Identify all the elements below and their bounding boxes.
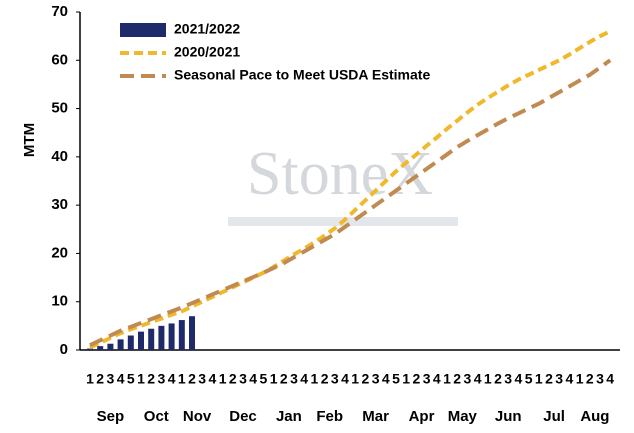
month-label: Sep [97, 408, 125, 425]
y-axis-label: MTM [21, 123, 38, 157]
legend-label: 2020/2021 [174, 44, 240, 60]
y-tick-label: 60 [51, 51, 68, 68]
x-tick-label: 4 [341, 371, 349, 387]
x-tick-label: 1 [137, 371, 145, 387]
x-tick-label: 2 [321, 371, 329, 387]
x-tick-label: 3 [423, 371, 431, 387]
bar [97, 346, 104, 350]
x-tick-label: 2 [280, 371, 288, 387]
y-tick-label: 30 [51, 196, 68, 213]
x-tick-label: 1 [178, 371, 186, 387]
x-tick-label: 4 [474, 371, 482, 387]
x-tick-label: 3 [331, 371, 339, 387]
x-tick-label: 2 [229, 371, 237, 387]
x-tick-label: 2 [188, 371, 196, 387]
x-tick-label: 1 [402, 371, 410, 387]
x-tick-label: 3 [504, 371, 512, 387]
legend-label: Seasonal Pace to Meet USDA Estimate [174, 67, 430, 83]
watermark: StoneX [247, 140, 433, 208]
x-tick-label: 4 [249, 371, 257, 387]
month-label: Apr [409, 408, 435, 425]
month-label: Dec [229, 408, 257, 425]
x-tick-label: 2 [586, 371, 594, 387]
y-tick-label: 0 [60, 341, 68, 358]
y-tick-label: 70 [51, 3, 68, 20]
x-tick-label: 1 [576, 371, 584, 387]
x-tick-label: 3 [290, 371, 298, 387]
month-label: Oct [144, 408, 169, 425]
x-tick-label: 3 [596, 371, 604, 387]
month-label: Nov [183, 408, 212, 425]
bar [158, 325, 165, 350]
x-tick-label: 4 [515, 371, 523, 387]
x-tick-label: 3 [158, 371, 166, 387]
x-tick-label: 2 [545, 371, 553, 387]
month-label: Aug [580, 408, 609, 425]
month-label: Jun [495, 408, 522, 425]
x-tick-label: 3 [555, 371, 563, 387]
bar [168, 323, 175, 350]
x-tick-label: 4 [382, 371, 390, 387]
x-tick-label: 4 [209, 371, 217, 387]
x-tick-label: 3 [464, 371, 472, 387]
x-tick-label: 2 [413, 371, 421, 387]
line [89, 58, 612, 347]
y-tick-label: 20 [51, 244, 68, 261]
x-tick-label: 4 [566, 371, 574, 387]
legend-swatch [120, 23, 166, 37]
x-tick-label: 1 [270, 371, 278, 387]
x-tick-label: 3 [372, 371, 380, 387]
x-tick-label: 4 [168, 371, 176, 387]
month-label: Jul [543, 408, 565, 425]
y-tick-label: 40 [51, 148, 68, 165]
y-tick-label: 10 [51, 293, 68, 310]
x-tick-label: 3 [107, 371, 115, 387]
x-tick-label: 3 [239, 371, 247, 387]
legend-label: 2021/2022 [174, 21, 240, 37]
x-tick-label: 4 [300, 371, 308, 387]
bar [148, 328, 155, 350]
month-label: Jan [276, 408, 302, 425]
x-tick-label: 2 [362, 371, 370, 387]
x-tick-label: 5 [127, 371, 135, 387]
x-tick-label: 4 [433, 371, 441, 387]
y-tick-label: 50 [51, 100, 68, 117]
x-tick-label: 4 [606, 371, 614, 387]
bar [138, 331, 144, 350]
bar [178, 320, 185, 350]
x-tick-label: 1 [443, 371, 451, 387]
month-label: Feb [316, 408, 343, 425]
x-tick-label: 5 [392, 371, 400, 387]
bar [87, 348, 93, 350]
x-tick-label: 2 [453, 371, 461, 387]
x-tick-label: 5 [525, 371, 533, 387]
x-tick-label: 2 [96, 371, 104, 387]
month-label: May [448, 408, 478, 425]
x-tick-label: 4 [117, 371, 125, 387]
x-tick-label: 1 [484, 371, 492, 387]
x-tick-label: 2 [494, 371, 502, 387]
x-tick-label: 1 [86, 371, 94, 387]
bar [117, 339, 124, 350]
bar [127, 335, 134, 350]
x-tick-label: 3 [198, 371, 206, 387]
month-label: Mar [362, 408, 389, 425]
bar [189, 316, 195, 350]
x-tick-label: 1 [219, 371, 227, 387]
x-tick-label: 1 [351, 371, 359, 387]
x-tick-label: 5 [260, 371, 268, 387]
x-tick-label: 1 [311, 371, 319, 387]
x-tick-label: 2 [147, 371, 155, 387]
x-tick-label: 1 [535, 371, 543, 387]
bar [107, 343, 114, 350]
